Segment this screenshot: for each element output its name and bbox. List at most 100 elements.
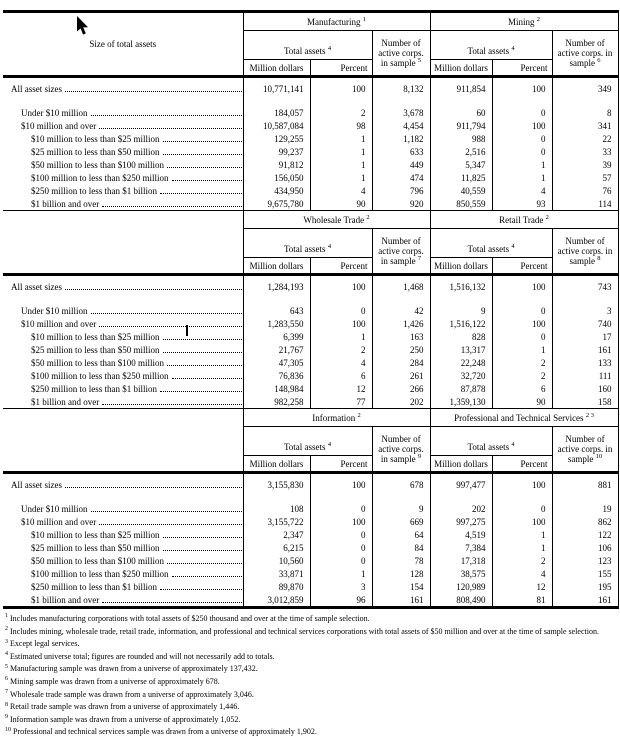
data-row: $100 million to less than $250 million 15… bbox=[3, 171, 619, 184]
table-cell: 3,155,830 bbox=[242, 472, 310, 493]
table-cell: 1 bbox=[491, 343, 553, 356]
text-caret bbox=[186, 325, 188, 336]
footnote: 4 Estimated universe total; figures are r… bbox=[5, 651, 275, 661]
footnote-ref: 4 bbox=[327, 243, 332, 250]
table-cell: 2,347 bbox=[242, 528, 310, 541]
table-cell: 3,012,859 bbox=[242, 593, 310, 609]
active-corps-header: Number of active corps. in sample 7 bbox=[371, 228, 431, 276]
row-label-text: $10 million to less than $25 million bbox=[31, 529, 160, 540]
table-cell: 148,984 bbox=[242, 382, 310, 395]
active-corps-header: Number of active corps. in sample 8 bbox=[551, 228, 619, 276]
row-label: $25 million to less than $50 million bbox=[3, 145, 243, 158]
spacer-row bbox=[3, 97, 619, 106]
table-cell: 13,317 bbox=[429, 343, 493, 356]
table-cell: 633 bbox=[371, 145, 431, 158]
footnote-ref: 5 bbox=[417, 57, 422, 64]
total-assets-header: Total assets 4 bbox=[429, 30, 553, 60]
table-cell: 195 bbox=[551, 580, 619, 593]
table-cell: 100 bbox=[309, 317, 372, 330]
active-corps-header: Number of active corps. in sample 5 bbox=[371, 30, 431, 78]
table-cell: 184,057 bbox=[242, 106, 310, 119]
footnote-ref: 5 bbox=[5, 663, 8, 670]
footnote-ref: 2 bbox=[536, 15, 541, 23]
table-cell: 90 bbox=[309, 197, 372, 211]
percent-header: Percent bbox=[491, 59, 553, 78]
table-cell: 669 bbox=[371, 515, 431, 528]
assets-header-row: Total assets 4 Number of active corps. in… bbox=[3, 30, 619, 78]
row-label-text: $1 billion and over bbox=[31, 594, 100, 605]
table-cell: 0 bbox=[309, 554, 372, 567]
row-label: $1 billion and over bbox=[3, 197, 243, 211]
footnote-ref: 7 bbox=[5, 688, 8, 695]
footnote-ref: 10 bbox=[595, 453, 603, 460]
footnote-ref: 1 bbox=[5, 613, 8, 620]
table-cell: 91,812 bbox=[242, 158, 310, 171]
table-cell: 156,050 bbox=[242, 171, 310, 184]
table-cell: 100 bbox=[491, 472, 553, 493]
table-cell: 1 bbox=[309, 145, 372, 158]
total-assets-header: Total assets 4 bbox=[429, 228, 553, 258]
table-section: Size of total assets Manufacturing 1 Minin… bbox=[3, 10, 619, 211]
row-label: $100 million to less than $250 million bbox=[3, 567, 243, 580]
units-header-row: Million dollars Percent Million dollars Per… bbox=[3, 59, 618, 78]
table-cell: 5,347 bbox=[429, 158, 493, 171]
row-label: $10 million and over bbox=[3, 119, 243, 132]
table-cell: 0 bbox=[491, 502, 553, 515]
assets-header-row: Total assets 4 Number of active corps. in… bbox=[3, 426, 619, 474]
row-label-text: $250 million to less than $1 billion bbox=[31, 383, 157, 394]
row-label-text: $25 million to less than $50 million bbox=[31, 146, 160, 157]
table-cell: 10,560 bbox=[242, 554, 310, 567]
footnote-ref: 2 bbox=[545, 213, 549, 221]
table-cell: 17,318 bbox=[429, 554, 493, 567]
row-label-text: $1 billion and over bbox=[31, 396, 100, 407]
table-cell: 33,871 bbox=[242, 567, 310, 580]
row-label-text: All asset sizes bbox=[11, 84, 62, 94]
row-label-text: Under $10 million bbox=[21, 107, 88, 118]
total-assets-header: Total assets 4 bbox=[242, 30, 372, 60]
data-row: $25 million to less than $50 million 21,7… bbox=[3, 343, 619, 356]
data-row: $10 million to less than $25 million 6,39… bbox=[3, 330, 619, 343]
industry-header: Wholesale Trade 2 bbox=[242, 210, 431, 229]
table-cell: 90 bbox=[491, 395, 553, 409]
row-label-text: $10 million and over bbox=[21, 120, 97, 131]
data-row: $25 million to less than $50 million 99,2… bbox=[3, 145, 619, 158]
table-cell: 1 bbox=[491, 171, 553, 184]
table-cell: 76,836 bbox=[242, 369, 310, 382]
table-cell: 0 bbox=[309, 541, 372, 554]
table-cell: 9 bbox=[429, 304, 493, 317]
industry-header: Professional and Technical Services 2 3 bbox=[429, 408, 619, 427]
table-section: Wholesale Trade 2 Retail Trade 2 Total ass… bbox=[3, 210, 619, 409]
table-cell: 449 bbox=[371, 158, 431, 171]
dotted-leader bbox=[171, 575, 242, 577]
dotted-leader bbox=[162, 549, 242, 551]
table-cell: 3,678 bbox=[371, 106, 431, 119]
million-dollars-header: Million dollars bbox=[242, 257, 310, 276]
data-row: $50 million to less than $100 million 47,… bbox=[3, 356, 619, 369]
table-cell: 4 bbox=[309, 356, 372, 369]
active-corps-header: Number of active corps. in sample 9 bbox=[371, 426, 431, 474]
data-row: $250 million to less than $1 billion 89,8… bbox=[3, 580, 619, 593]
table-cell: 78 bbox=[371, 554, 431, 567]
data-row: Under $10 million 184,057 2 3,678 60 0 8 bbox=[3, 106, 619, 119]
table-cell: 22,248 bbox=[429, 356, 493, 369]
data-row: $25 million to less than $50 million 6,21… bbox=[3, 541, 619, 554]
table-cell: 0 bbox=[491, 304, 553, 317]
table-cell: 10,587,084 bbox=[242, 119, 310, 132]
table-cell: 1,182 bbox=[371, 132, 431, 145]
dotted-leader bbox=[167, 562, 242, 564]
table-cell: 2,516 bbox=[429, 145, 493, 158]
table-cell: 161 bbox=[551, 343, 619, 356]
data-row: Under $10 million 643 0 42 9 0 3 bbox=[3, 304, 619, 317]
dotted-leader bbox=[99, 325, 242, 327]
footnote: 7 Wholesale trade sample was drawn from a… bbox=[5, 688, 254, 699]
dotted-leader bbox=[90, 510, 242, 512]
dotted-leader bbox=[167, 166, 242, 168]
table-cell: 108 bbox=[242, 502, 310, 515]
row-label-text: $100 million to less than $250 million bbox=[31, 370, 169, 381]
table-cell: 1,516,122 bbox=[429, 317, 493, 330]
table-cell: 155 bbox=[551, 567, 619, 580]
data-row: Under $10 million 108 0 9 202 0 19 bbox=[3, 502, 619, 515]
total-assets-header: Total assets 4 bbox=[242, 426, 372, 456]
dotted-leader bbox=[162, 140, 242, 142]
